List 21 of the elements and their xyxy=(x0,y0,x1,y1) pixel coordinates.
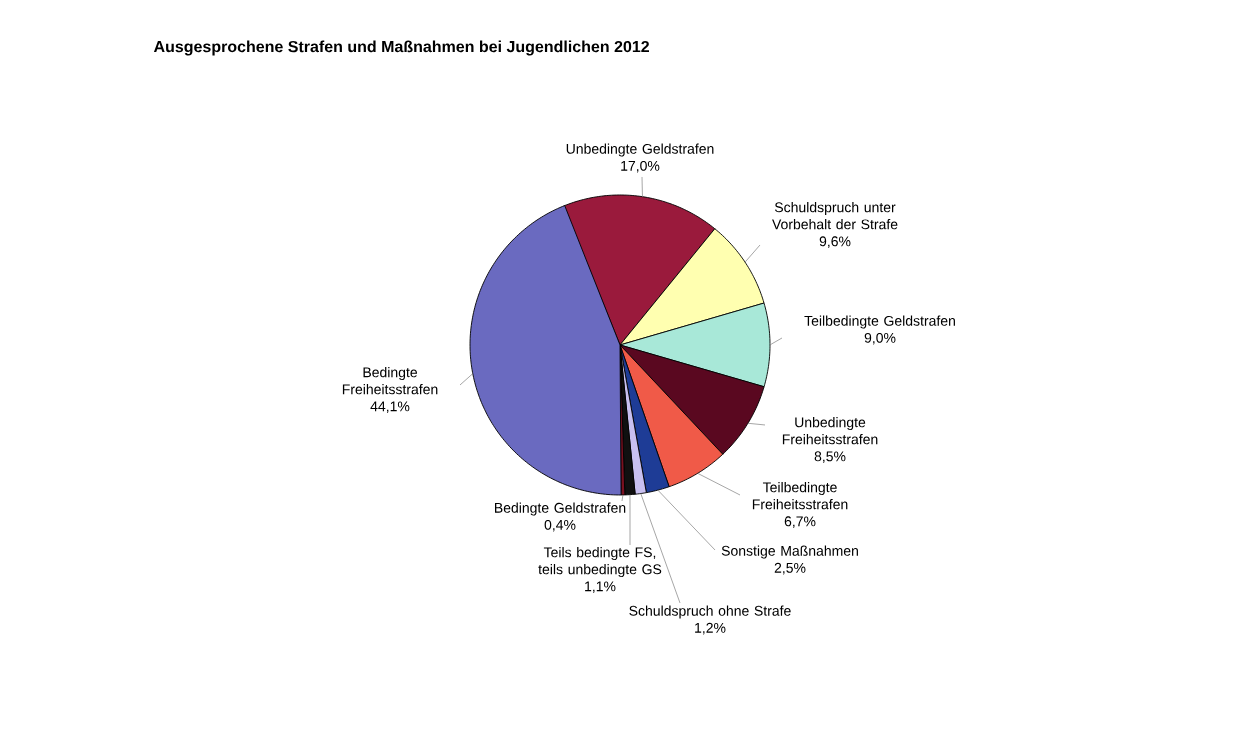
slice-label: Teilbedingte Geldstrafen xyxy=(804,315,955,329)
slice-label: Schuldspruch unter Vorbehalt der Strafe xyxy=(772,202,898,230)
slice-label: Bedingte Geldstrafen xyxy=(495,502,626,516)
data-label: 9,6% xyxy=(819,236,851,248)
slice-label: Unbedingte Freiheitsstrafen xyxy=(782,417,878,445)
slice-label: Teils bedingte FS, teils unbedingte GS xyxy=(538,547,662,578)
data-label: 1,1% xyxy=(585,581,616,593)
data-label: 0,4% xyxy=(544,519,576,532)
data-label: 1,2% xyxy=(695,622,726,635)
data-label: 6,7% xyxy=(784,516,816,528)
chart-title: Ausgesprochene Strafen und Maßnahmen bei Jugendlichen 2012 xyxy=(153,40,649,56)
data-label: 17,0% xyxy=(621,160,660,173)
data-label: 2,5% xyxy=(774,562,806,575)
data-label: 9,0% xyxy=(864,332,896,345)
slice-label: Schuldspruch ohne Strafe xyxy=(629,605,791,619)
data-label: 8,5% xyxy=(814,451,846,463)
data-label: 44,1% xyxy=(370,401,410,413)
slice-label: Sonstige Maßnahmen xyxy=(721,545,858,559)
slice-label: Unbedingte Geldstrafen xyxy=(566,143,714,157)
slice-label: Bedingte Freiheitsstrafen xyxy=(342,367,438,395)
slice-label: Teilbedingte Freiheitsstrafen xyxy=(752,482,848,510)
